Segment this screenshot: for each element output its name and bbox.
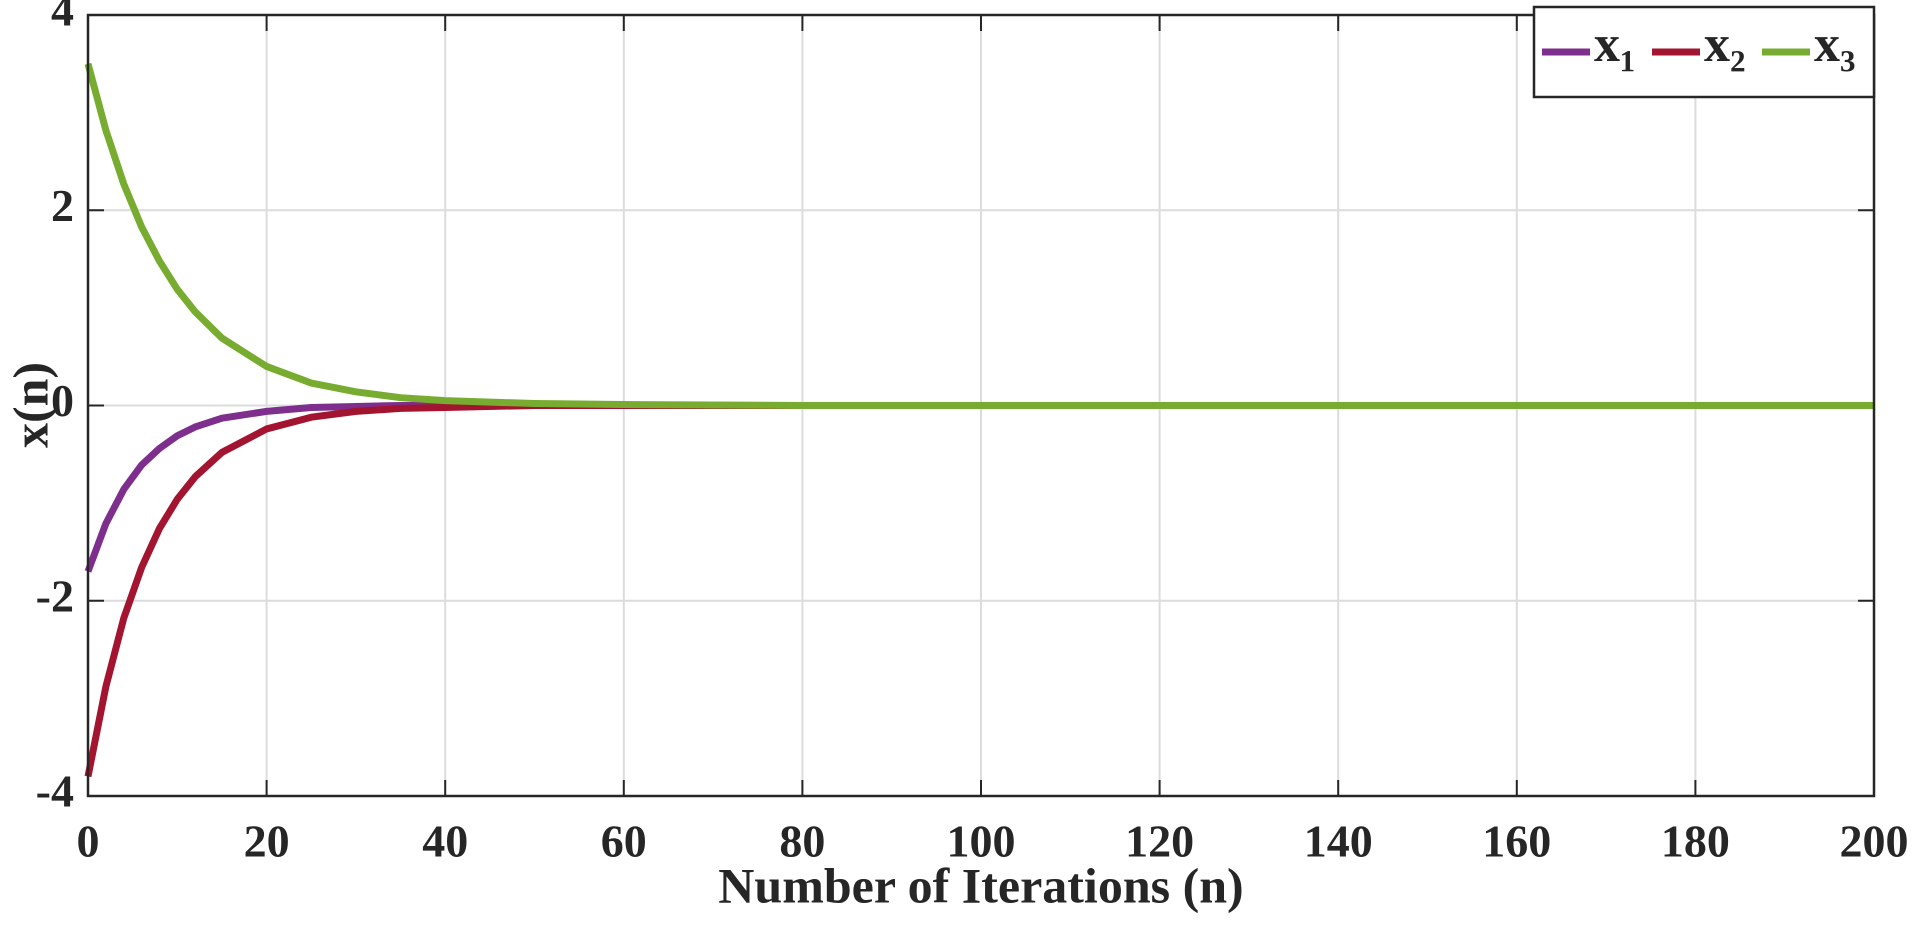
legend-label: x₃ <box>1814 16 1856 73</box>
x-axis-label: Number of Iterations (n) <box>718 857 1243 913</box>
y-tick-label: -4 <box>36 766 74 817</box>
y-tick-label: 2 <box>51 180 74 231</box>
y-tick-label: 0 <box>51 375 74 426</box>
x-tick-label: 40 <box>422 816 468 867</box>
plot-frame <box>86 13 1876 798</box>
x-tick-label: 140 <box>1304 816 1373 867</box>
legend-label: x₁ <box>1594 16 1636 73</box>
x-tick-label: 0 <box>77 816 100 867</box>
series-line <box>84 62 1874 409</box>
x-tick-label: 200 <box>1840 816 1909 867</box>
y-axis-label: x(n) <box>2 362 58 448</box>
legend-label: x₂ <box>1704 16 1746 73</box>
y-tick-label: -2 <box>36 570 74 621</box>
x-tick-label: 60 <box>601 816 647 867</box>
y-tick-label: 4 <box>51 0 74 36</box>
x-tick-label: 180 <box>1661 816 1730 867</box>
x-tick-label: 100 <box>947 816 1016 867</box>
legend-box <box>1532 5 1876 99</box>
x-tick-label: 160 <box>1482 816 1551 867</box>
x-tick-label: 120 <box>1125 816 1194 867</box>
x-tick-label: 20 <box>244 816 290 867</box>
x-tick-label: 80 <box>779 816 825 867</box>
